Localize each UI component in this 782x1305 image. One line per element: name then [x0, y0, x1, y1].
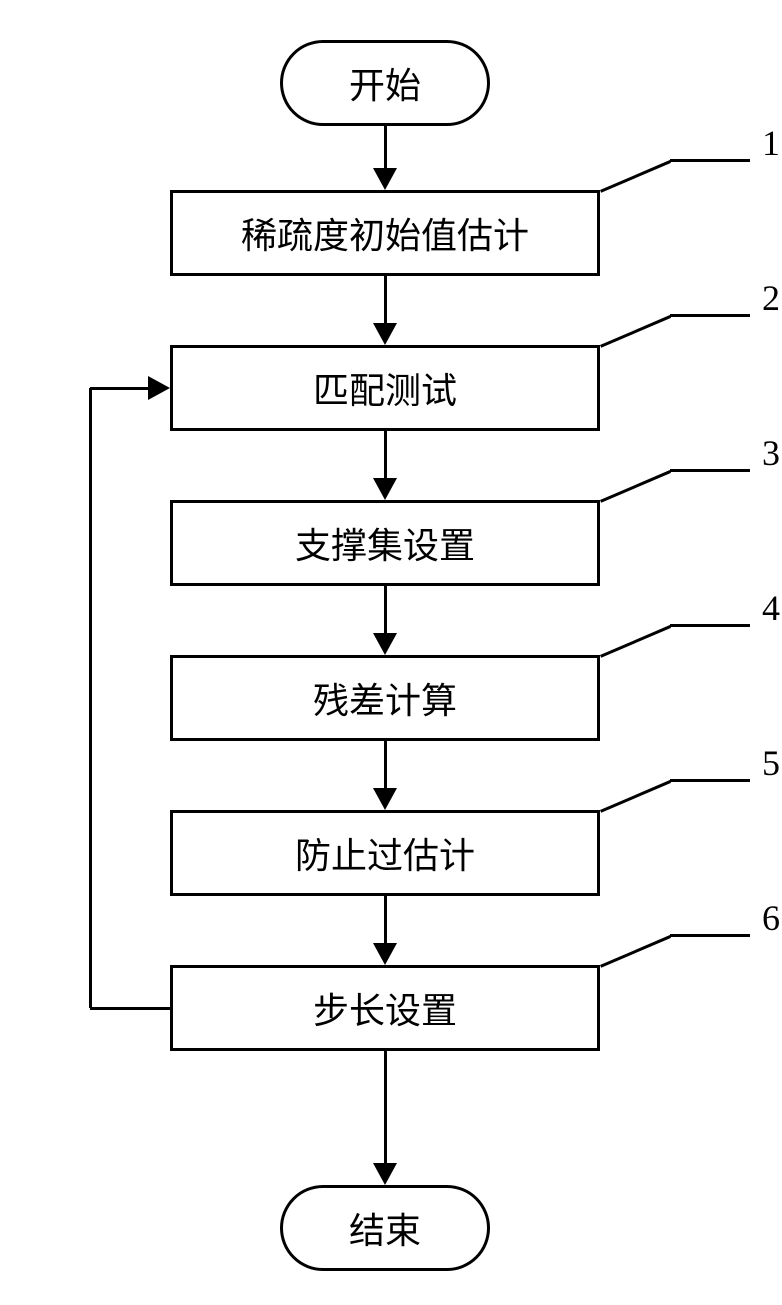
loop-h-top — [90, 387, 150, 390]
leader-2-flat — [670, 314, 750, 317]
leader-6-slope — [600, 935, 671, 968]
leader-4-num: 4 — [762, 587, 780, 629]
arrow-3 — [384, 586, 387, 635]
leader-3-flat — [670, 469, 750, 472]
arrow-1 — [384, 276, 387, 325]
step-3: 支撑集设置 — [170, 500, 600, 586]
leader-5-flat — [670, 779, 750, 782]
leader-5-num: 5 — [762, 742, 780, 784]
arrow-3-head — [373, 633, 397, 655]
leader-5-slope — [600, 780, 671, 813]
step-1-label: 稀疏度初始值估计 — [241, 207, 529, 259]
leader-3-slope — [600, 470, 671, 503]
step-1: 稀疏度初始值估计 — [170, 190, 600, 276]
loop-h-bottom — [90, 1007, 170, 1010]
leader-3-num: 3 — [762, 432, 780, 474]
leader-4-flat — [670, 624, 750, 627]
start-node: 开始 — [280, 40, 490, 126]
leader-6-flat — [670, 934, 750, 937]
end-node: 结束 — [280, 1185, 490, 1271]
step-6: 步长设置 — [170, 965, 600, 1051]
step-6-label: 步长设置 — [313, 982, 457, 1034]
leader-1-flat — [670, 159, 750, 162]
arrow-5 — [384, 896, 387, 945]
step-5-label: 防止过估计 — [295, 827, 475, 879]
step-2-label: 匹配测试 — [313, 362, 457, 414]
loop-v — [89, 388, 92, 1008]
arrow-5-head — [373, 943, 397, 965]
step-4: 残差计算 — [170, 655, 600, 741]
arrow-6-head — [373, 1163, 397, 1185]
start-node-label: 开始 — [349, 57, 421, 109]
step-3-label: 支撑集设置 — [295, 517, 475, 569]
leader-2-num: 2 — [762, 277, 780, 319]
leader-1-slope — [600, 160, 671, 193]
end-node-label: 结束 — [349, 1202, 421, 1254]
arrow-2-head — [373, 478, 397, 500]
arrow-start-head — [373, 168, 397, 190]
arrow-4-head — [373, 788, 397, 810]
step-4-label: 残差计算 — [313, 672, 457, 724]
arrow-2 — [384, 431, 387, 480]
arrow-6 — [384, 1051, 387, 1165]
step-5: 防止过估计 — [170, 810, 600, 896]
leader-1-num: 1 — [762, 122, 780, 164]
leader-4-slope — [600, 625, 671, 658]
step-2: 匹配测试 — [170, 345, 600, 431]
leader-6-num: 6 — [762, 897, 780, 939]
leader-2-slope — [600, 315, 671, 348]
arrow-4 — [384, 741, 387, 790]
loop-arrow-head — [148, 376, 170, 400]
arrow-1-head — [373, 323, 397, 345]
arrow-start — [384, 126, 387, 170]
